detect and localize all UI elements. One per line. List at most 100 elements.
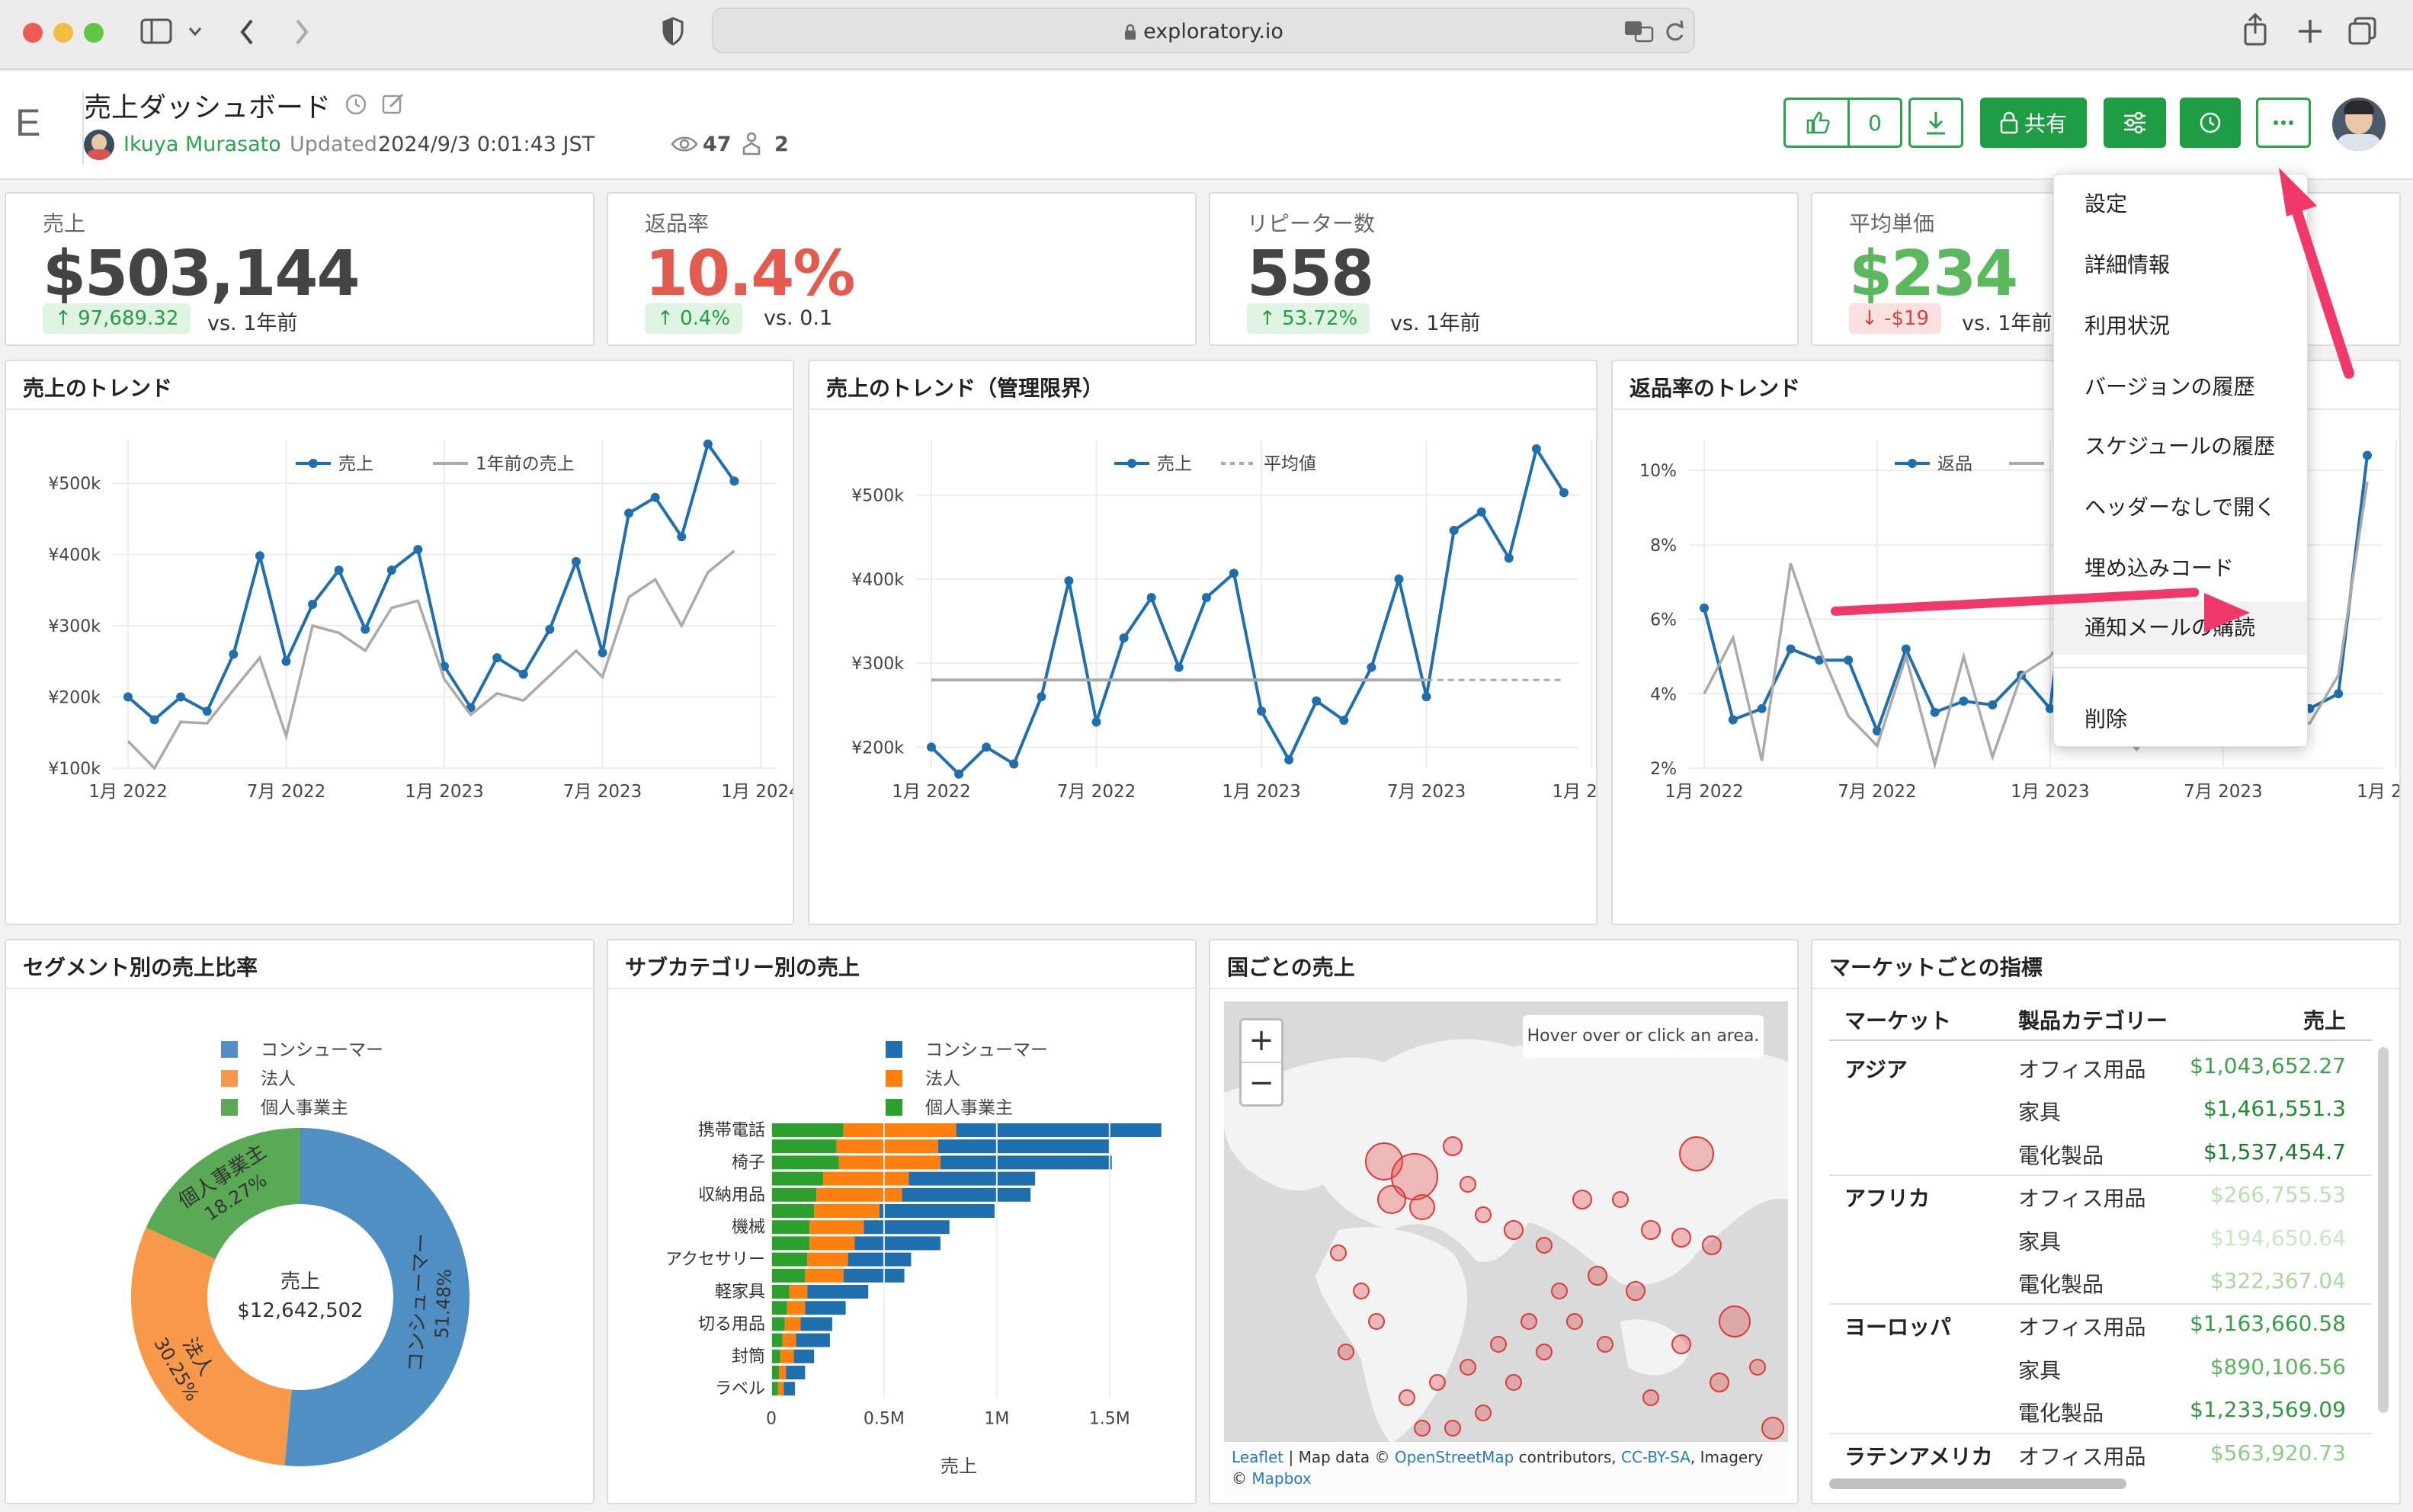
sales-cell: $1,043,652.27	[2190, 1053, 2346, 1078]
data-point	[650, 492, 660, 502]
data-point	[1367, 662, 1376, 672]
menu-item[interactable]: 利用状況	[2085, 313, 2171, 338]
schedule-button[interactable]	[2180, 98, 2241, 148]
vertical-scrollbar[interactable]	[2378, 1047, 2389, 1413]
edit-icon[interactable]	[381, 91, 405, 116]
mapbox-link[interactable]: Mapbox	[1251, 1469, 1312, 1488]
new-tab-icon[interactable]	[2297, 18, 2323, 44]
sales-control-panel[interactable]: 売上のトレンド（管理限界） ¥200k ¥300k ¥400k ¥500k 1月 202…	[808, 360, 1597, 925]
market-metrics-panel[interactable]: マーケットごとの指標 マーケット 製品カテゴリー 売上 アジア オフィス用品 $1,043…	[1811, 939, 2401, 1504]
sidebar-toggle-icon[interactable]	[140, 18, 174, 46]
author-name[interactable]: Ikuya Murasato	[123, 133, 281, 156]
like-button[interactable]	[1783, 98, 1849, 148]
kpi-card-sales[interactable]: 売上 $503,144 ↑ 97,689.32 vs. 1年前	[5, 192, 594, 346]
menu-item[interactable]: 設定	[2085, 191, 2128, 216]
translate-icon[interactable]	[1623, 20, 1654, 43]
back-arrow-icon[interactable]	[238, 18, 256, 46]
like-count[interactable]: 0	[1847, 98, 1902, 148]
legend-marker	[1127, 459, 1136, 468]
zoom-in-button[interactable]: +	[1242, 1020, 1281, 1063]
table-row[interactable]: 家具 $1,461,551.3	[1812, 1088, 2372, 1131]
kpi-value: 558	[1247, 238, 1374, 310]
table-row[interactable]: アフリカ オフィス用品 $266,755.53	[1812, 1174, 2372, 1217]
chevron-down-icon[interactable]	[187, 26, 203, 38]
table-row[interactable]: 電化製品 $1,233,569.09	[1812, 1389, 2372, 1432]
bar-segment	[793, 1349, 815, 1363]
data-point	[229, 649, 239, 659]
menu-item[interactable]: ヘッダーなしで開く	[2085, 495, 2277, 520]
menu-item[interactable]: 削除	[2085, 706, 2128, 732]
menu-item[interactable]: スケジュールの履歴	[2085, 434, 2276, 459]
tabs-overview-icon[interactable]	[2347, 17, 2378, 46]
country-bubble	[1377, 1185, 1406, 1214]
sliders-icon	[2124, 111, 2145, 134]
history-icon[interactable]	[344, 93, 367, 116]
world-map[interactable]: Hover over or click an area. + − Leaflet…	[1224, 1001, 1788, 1495]
zoom-out-button[interactable]: −	[1248, 1065, 1274, 1100]
table-row[interactable]: ヨーロッパ オフィス用品 $1,163,660.58	[1812, 1303, 2372, 1346]
country-bubble	[1588, 1266, 1607, 1286]
country-sales-panel[interactable]: 国ごとの売上 Hover over or click an area. + − …	[1209, 939, 1799, 1504]
browser-toolbar: exploratory.io	[0, 0, 2413, 70]
table-row[interactable]: 電化製品 $322,367.04	[1812, 1261, 2372, 1303]
table-column-header[interactable]: 売上	[2302, 1008, 2346, 1033]
subcategory-sales-panel[interactable]: サブカテゴリー別の売上 コンシューマー 法人 個人事業主 携帯電話 椅子 収納用品 機械 アク…	[607, 939, 1197, 1504]
category-label: アクセサリー	[665, 1251, 765, 1270]
app-logo[interactable]: E	[15, 101, 41, 144]
kpi-card-repeaters[interactable]: リピーター数 558 ↑ 53.72% vs. 1年前	[1209, 192, 1799, 346]
bar-segment	[780, 1349, 794, 1363]
segment-share-panel[interactable]: セグメント別の売上比率 コンシューマー 法人 個人事業主 コンシューマー 51.48% 法…	[5, 939, 594, 1504]
fork-icon	[742, 132, 761, 155]
map-attribution: Leaflet | Map data © OpenStreetMap contr…	[1224, 1442, 1788, 1495]
leaflet-link[interactable]: Leaflet	[1232, 1448, 1284, 1466]
bar-segment	[779, 1366, 787, 1379]
author-avatar[interactable]	[84, 130, 114, 160]
forward-arrow-icon[interactable]	[293, 18, 311, 46]
sales-trend-panel[interactable]: 売上のトレンド ¥100k ¥200k ¥300k ¥400k ¥500k 1月 2022…	[5, 360, 794, 925]
legend-swatch	[221, 1099, 238, 1116]
horizontal-scrollbar[interactable]	[1829, 1478, 2126, 1489]
cc-link[interactable]: CC-BY-SA	[1621, 1448, 1690, 1466]
sales-control-chart[interactable]: ¥200k ¥300k ¥400k ¥500k 1月 2022 7月 2022 1月 202…	[809, 410, 1597, 925]
table-row[interactable]: 家具 $890,106.56	[1812, 1347, 2372, 1389]
table-row[interactable]: ラテンアメリカ オフィス用品 $563,920.73	[1812, 1433, 2372, 1475]
menu-item[interactable]: 埋め込みコード	[2085, 556, 2235, 581]
bar-segment	[814, 1204, 880, 1218]
data-point	[729, 476, 739, 486]
map-canvas[interactable]	[1224, 1001, 1788, 1495]
kpi-label: リピーター数	[1247, 211, 1376, 236]
minimize-window-button[interactable]	[53, 23, 73, 43]
osm-link[interactable]: OpenStreetMap	[1394, 1448, 1514, 1466]
share-button[interactable]: 共有	[1980, 98, 2087, 148]
kpi-card-return-rate[interactable]: 返品率 10.4% ↑ 0.4% vs. 0.1	[607, 192, 1197, 346]
table-row[interactable]: 電化製品 $1,537,454.7	[1812, 1132, 2372, 1174]
sales-trend-chart[interactable]: ¥100k ¥200k ¥300k ¥400k ¥500k 1月 2022 7月 2022 1…	[6, 410, 794, 925]
parameters-button[interactable]	[2104, 98, 2166, 148]
segment-donut-chart[interactable]: コンシューマー法人個人事業主コンシューマー51.48%法人30.25%個人事業主…	[6, 989, 594, 1504]
menu-item[interactable]: 通知メールの購読	[2054, 601, 2307, 655]
close-window-button[interactable]	[23, 23, 43, 43]
table-column-header[interactable]: マーケット	[1844, 1008, 1952, 1033]
table-row[interactable]: 家具 $194,650.64	[1812, 1218, 2372, 1261]
data-point	[1119, 633, 1129, 643]
country-bubble	[1353, 1283, 1370, 1299]
more-options-button[interactable]	[2256, 98, 2311, 148]
user-avatar[interactable]	[2332, 98, 2386, 151]
url-bar[interactable]: exploratory.io	[712, 8, 1695, 53]
country-bubble	[1505, 1374, 1522, 1391]
menu-item[interactable]: バージョンの履歴	[2085, 374, 2255, 399]
table-row[interactable]: アジア オフィス用品 $1,043,652.27	[1812, 1046, 2372, 1088]
maximize-window-button[interactable]	[84, 23, 104, 43]
share-icon[interactable]	[2242, 12, 2268, 46]
category-label: ラベル	[715, 1379, 765, 1398]
category-label: 携帯電話	[698, 1121, 765, 1140]
menu-item[interactable]: 詳細情報	[2085, 252, 2171, 277]
data-point	[1091, 717, 1101, 727]
shield-icon[interactable]	[662, 17, 684, 46]
x-tick-label: 1月 2022	[892, 782, 970, 802]
subcategory-bar-chart[interactable]: コンシューマー法人個人事業主携帯電話椅子収納用品機械アクセサリー軽家具切る用品封…	[608, 989, 1197, 1504]
download-button[interactable]	[1908, 98, 1963, 148]
table-column-header[interactable]: 製品カテゴリー	[2018, 1008, 2168, 1033]
reload-icon[interactable]	[1663, 18, 1686, 44]
x-tick-label: 1月 2023	[405, 782, 483, 802]
